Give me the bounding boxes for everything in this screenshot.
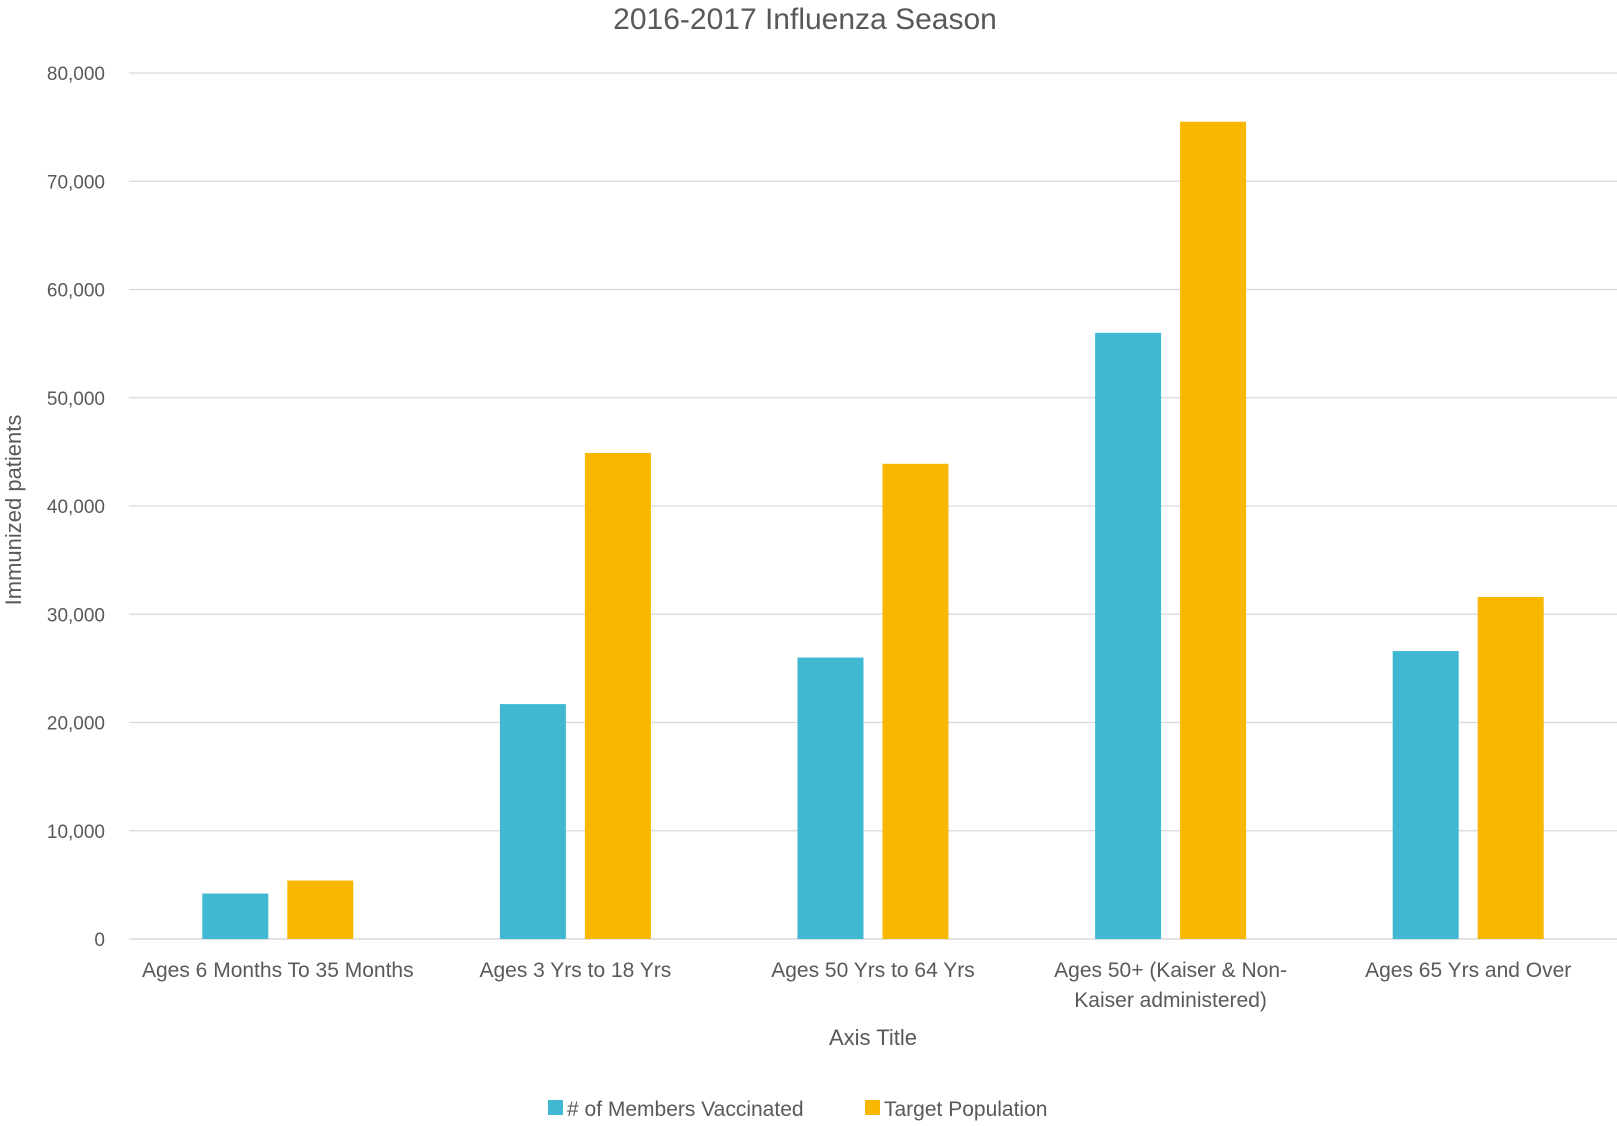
legend: # of Members Vaccinated Target Population (548, 1098, 1047, 1121)
legend-label-target-population: Target Population (884, 1098, 1047, 1121)
y-tick-label: 20,000 (47, 714, 105, 735)
legend-swatch-target-population (865, 1100, 880, 1115)
chart-title: 2016-2017 Influenza Season (613, 3, 997, 36)
y-axis-title: Immunized patients (1, 415, 26, 606)
bar-target-population (882, 463, 949, 939)
y-tick-label: 10,000 (47, 822, 105, 843)
y-tick-label: 80,000 (47, 64, 105, 85)
gridlines (129, 72, 1617, 940)
y-tick-label: 0 (94, 930, 105, 951)
x-category-label: Ages 50+ (Kaiser & Non-Kaiser administer… (1054, 959, 1287, 1012)
bar-target-population (1180, 121, 1247, 939)
x-category-label: Ages 6 Months To 35 Months (142, 959, 414, 982)
y-tick-label: 40,000 (47, 497, 105, 518)
bar-members-vaccinated (202, 893, 269, 939)
legend-swatch-members-vaccinated (548, 1100, 563, 1115)
bar-target-population (584, 452, 651, 939)
y-tick-label: 60,000 (47, 281, 105, 302)
legend-label-members-vaccinated: # of Members Vaccinated (567, 1098, 804, 1121)
y-tick-label: 70,000 (47, 172, 105, 193)
bar-members-vaccinated (499, 704, 566, 939)
x-category-label: Ages 3 Yrs to 18 Yrs (479, 959, 671, 982)
x-axis-title: Axis Title (829, 1025, 917, 1050)
bar-target-population (287, 880, 354, 939)
bar-target-population (1477, 596, 1544, 939)
bar-members-vaccinated (1095, 332, 1162, 939)
x-category-label: Ages 50 Yrs to 64 Yrs (771, 959, 975, 982)
bar-members-vaccinated (797, 657, 864, 939)
y-axis-ticks: 0 10,000 20,000 30,000 40,000 50,000 60,000 70,… (47, 64, 105, 951)
x-category-label: Ages 65 Yrs and Over (1365, 959, 1571, 982)
bar-members-vaccinated (1392, 651, 1459, 939)
y-tick-label: 30,000 (47, 605, 105, 626)
y-tick-label: 50,000 (47, 389, 105, 410)
x-axis-categories: Ages 6 Months To 35 Months Ages 3 Yrs to … (142, 959, 1571, 1012)
bars (202, 121, 1544, 939)
